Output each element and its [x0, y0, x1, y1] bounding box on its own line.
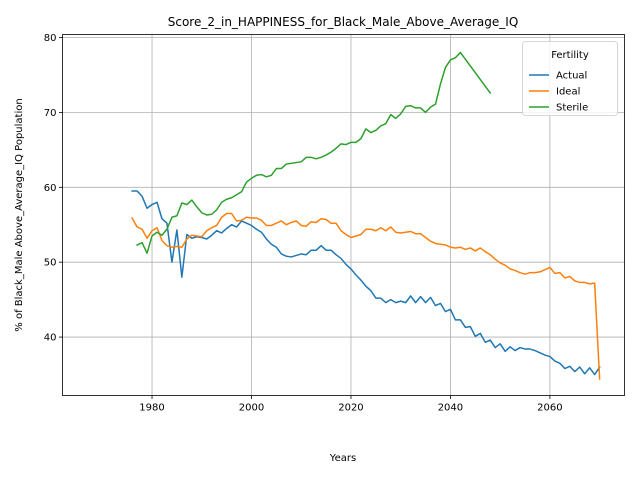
y-tick-label: 80: [44, 33, 57, 44]
plot-area-frame: [62, 34, 625, 396]
y-tick-label: 40: [44, 333, 57, 344]
y-tick-label: 70: [44, 108, 57, 119]
legend-title: Fertility: [551, 50, 589, 61]
legend-label-actual: Actual: [556, 71, 587, 82]
legend: Fertility Actual Ideal Sterile: [522, 41, 618, 116]
y-tick-label: 50: [44, 258, 57, 269]
x-tick-label: 2040: [438, 403, 463, 414]
x-tick-label: 1980: [139, 403, 164, 414]
chart-title: Score_2_in_HAPPINESS_for_Black_Male_Abov…: [168, 15, 519, 29]
legend-label-sterile: Sterile: [556, 103, 588, 114]
x-tick-label: 2060: [537, 403, 562, 414]
series-line-actual: [131, 190, 601, 376]
axis-ticks: 1980 2000 2020 2040 2060 40 50 60 70 80: [44, 33, 563, 414]
grid-lines: [62, 34, 625, 396]
x-tick-label: 2000: [239, 403, 264, 414]
series-line-ideal: [131, 212, 601, 380]
series-line-sterile: [136, 51, 492, 254]
y-axis-label: % of Black_Male Above_Average_IQ Populat…: [14, 98, 25, 331]
legend-label-ideal: Ideal: [556, 87, 580, 98]
x-tick-label: 2020: [338, 403, 363, 414]
series-lines: [131, 51, 601, 380]
x-axis-label: Years: [329, 453, 356, 464]
legend-box: [522, 41, 618, 116]
y-tick-label: 60: [44, 183, 57, 194]
legend-entries: Actual Ideal Sterile: [529, 71, 588, 114]
